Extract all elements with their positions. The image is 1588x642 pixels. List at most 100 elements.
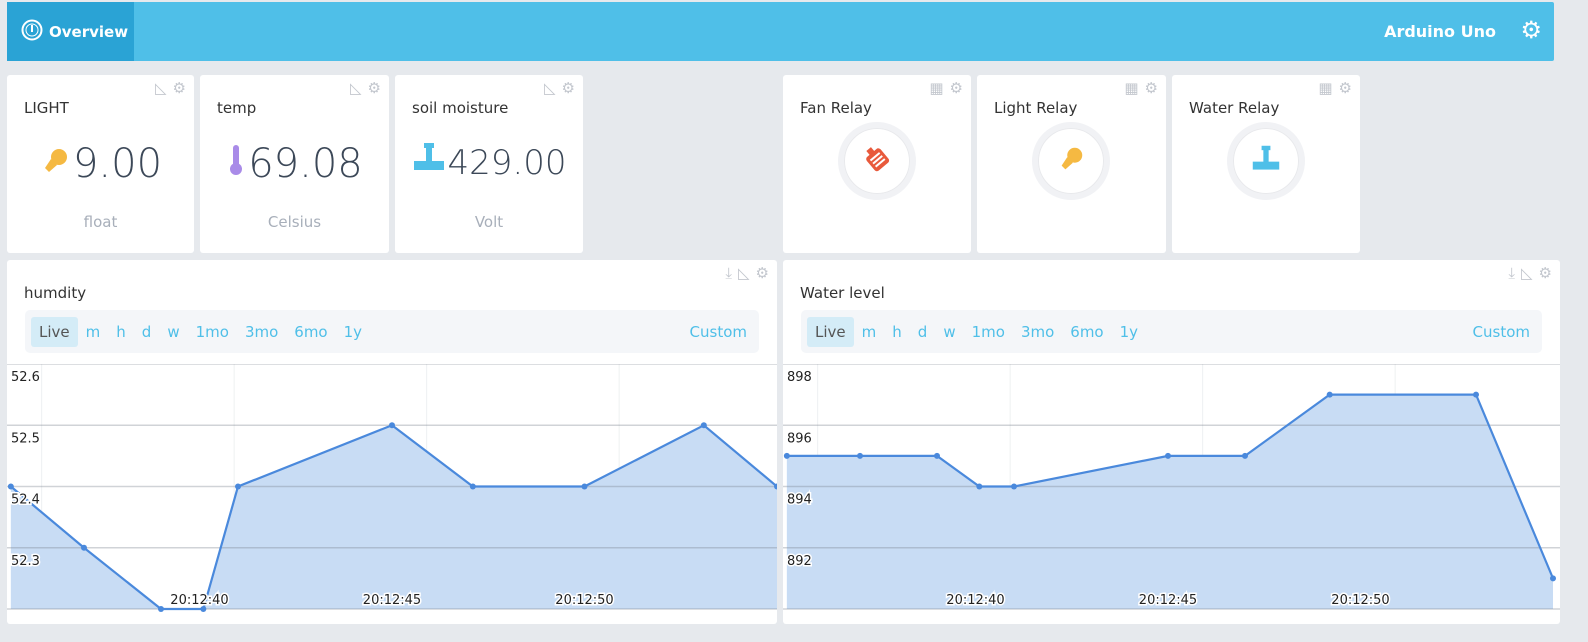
- data-point: [581, 483, 588, 490]
- data-point: [1473, 391, 1479, 398]
- y-tick-label: 52.4: [11, 493, 40, 508]
- range-m[interactable]: m: [861, 322, 877, 341]
- calendar-icon[interactable]: ▦: [1318, 79, 1333, 97]
- widget-title: Light Relay: [994, 99, 1078, 117]
- widget-fan-relay: ▦ ⚙ Fan Relay: [783, 75, 971, 253]
- widget-temp: ◺ ⚙ temp 69.08 Celsius: [200, 75, 389, 253]
- range-3mo[interactable]: 3mo: [1020, 322, 1055, 341]
- range-6mo[interactable]: 6mo: [294, 322, 328, 341]
- data-point: [1165, 452, 1171, 459]
- y-tick-label: 892: [787, 554, 812, 569]
- calendar-icon[interactable]: ▦: [1124, 79, 1139, 97]
- y-tick-label: 896: [787, 431, 812, 446]
- time-range-bar: Live m h d w 1mo 3mo 6mo 1y Custom: [801, 310, 1542, 353]
- calendar-icon[interactable]: ▦: [929, 79, 944, 97]
- widget-unit: Volt: [474, 213, 504, 231]
- range-Live[interactable]: Live: [807, 316, 854, 347]
- gear-icon[interactable]: ⚙: [172, 79, 186, 97]
- chart-icon[interactable]: ◺: [350, 79, 362, 97]
- widget-value: 9.00: [72, 141, 163, 187]
- settings-gear-icon[interactable]: ⚙: [1520, 16, 1542, 44]
- dashboard-gauge-icon: [21, 19, 43, 45]
- data-point: [774, 483, 777, 490]
- widget-title: temp: [217, 99, 257, 117]
- widget-value: 429.00: [447, 142, 567, 183]
- range-d[interactable]: d: [141, 322, 152, 341]
- range-d[interactable]: d: [917, 322, 928, 341]
- series-line: [10, 423, 777, 611]
- fan-icon: [861, 143, 893, 179]
- chart-widget-humidity: ⤓ ◺ ⚙ humdity Live m h d w 1mo 3mo 6mo 1y Custom 52.…: [7, 260, 777, 624]
- x-tick-label: 20:12:50: [555, 593, 613, 608]
- data-point: [158, 606, 164, 612]
- widget-soil-moisture: ◺ ⚙ soil moisture 429.00 Volt: [395, 75, 583, 253]
- data-point: [857, 452, 863, 459]
- y-tick-label: 894: [787, 493, 812, 508]
- range-custom[interactable]: Custom: [689, 322, 747, 341]
- y-tick-label: 52.3: [11, 554, 40, 569]
- range-3mo[interactable]: 3mo: [244, 322, 279, 341]
- data-point: [469, 483, 476, 490]
- data-point: [1011, 483, 1017, 490]
- widget-title: Water Relay: [1189, 99, 1280, 117]
- range-custom[interactable]: Custom: [1472, 322, 1530, 341]
- gear-icon[interactable]: ⚙: [949, 79, 963, 97]
- chart-title: Water level: [800, 284, 885, 302]
- data-point: [976, 483, 983, 490]
- relay-toggle-button[interactable]: [838, 122, 916, 200]
- range-1mo[interactable]: 1mo: [195, 322, 229, 341]
- data-point: [1242, 452, 1248, 459]
- gear-icon[interactable]: ⚙: [1144, 79, 1158, 97]
- widget-title: Fan Relay: [800, 99, 872, 117]
- data-point: [783, 452, 790, 459]
- chart-widget-water-level: ⤓ ◺ ⚙ Water level Live m h d w 1mo 3mo 6mo 1y Custo…: [783, 260, 1560, 624]
- range-h[interactable]: h: [892, 322, 902, 341]
- top-bar: Overview Arduino Uno ⚙: [7, 2, 1554, 61]
- data-point: [235, 483, 241, 490]
- range-h[interactable]: h: [116, 322, 126, 341]
- lightbulb-icon: [39, 141, 71, 187]
- water-tap-icon: [1251, 144, 1281, 178]
- tab-label: Overview: [49, 22, 129, 41]
- data-point: [389, 422, 395, 429]
- widget-title: LIGHT: [24, 99, 69, 117]
- range-w[interactable]: w: [167, 322, 180, 341]
- x-tick-label: 20:12:50: [1331, 593, 1389, 608]
- data-point: [700, 422, 707, 429]
- range-1mo[interactable]: 1mo: [971, 322, 1005, 341]
- x-tick-label: 20:12:40: [170, 593, 228, 608]
- chart-icon[interactable]: ◺: [544, 79, 556, 97]
- y-tick-label: 898: [787, 370, 812, 385]
- device-name: Arduino Uno: [1384, 22, 1496, 41]
- data-point: [200, 606, 207, 612]
- time-range-bar: Live m h d w 1mo 3mo 6mo 1y Custom: [25, 310, 759, 353]
- widget-water-relay: ▦ ⚙ Water Relay: [1172, 75, 1360, 253]
- range-m[interactable]: m: [85, 322, 101, 341]
- relay-toggle-button[interactable]: [1227, 122, 1305, 200]
- thermometer-icon: [226, 141, 246, 187]
- chart-icon[interactable]: ◺: [1521, 264, 1533, 282]
- range-Live[interactable]: Live: [31, 316, 78, 347]
- series-line: [786, 393, 1555, 579]
- gear-icon[interactable]: ⚙: [1538, 264, 1552, 282]
- data-point: [934, 452, 940, 459]
- gear-icon[interactable]: ⚙: [367, 79, 381, 97]
- download-icon[interactable]: ⤓: [1508, 264, 1515, 282]
- tab-overview[interactable]: Overview: [7, 2, 134, 61]
- chart-icon[interactable]: ◺: [738, 264, 750, 282]
- gear-icon[interactable]: ⚙: [1338, 79, 1352, 97]
- range-1y[interactable]: 1y: [1119, 322, 1139, 341]
- range-6mo[interactable]: 6mo: [1070, 322, 1104, 341]
- gear-icon[interactable]: ⚙: [755, 264, 769, 282]
- range-1y[interactable]: 1y: [343, 322, 363, 341]
- chart-icon[interactable]: ◺: [155, 79, 167, 97]
- chart-plot: 898 896 894 892 20:12:40 20:12:45 20:12:50: [783, 364, 1560, 610]
- lightbulb-icon: [1056, 144, 1086, 178]
- relay-toggle-button[interactable]: [1032, 122, 1110, 200]
- range-w[interactable]: w: [943, 322, 956, 341]
- download-icon[interactable]: ⤓: [725, 264, 732, 282]
- gear-icon[interactable]: ⚙: [561, 79, 575, 97]
- water-tap-icon: [412, 141, 446, 184]
- chart-plot: 52.6 52.5 52.4 52.3 20:12:40 20:12:45 20:12:50: [7, 364, 777, 612]
- chart-title: humdity: [24, 284, 87, 302]
